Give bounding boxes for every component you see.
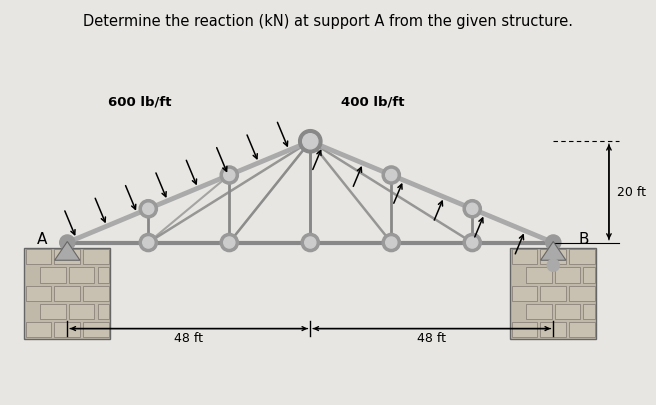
Circle shape xyxy=(224,170,235,181)
Circle shape xyxy=(386,237,397,249)
Circle shape xyxy=(382,166,400,185)
Bar xyxy=(569,286,595,301)
Circle shape xyxy=(301,133,319,151)
Circle shape xyxy=(463,200,482,218)
Polygon shape xyxy=(54,242,80,260)
Circle shape xyxy=(463,234,482,252)
Bar xyxy=(83,249,109,264)
Polygon shape xyxy=(541,242,566,260)
Circle shape xyxy=(139,234,157,252)
Text: 400 lb/ft: 400 lb/ft xyxy=(340,95,404,108)
Bar xyxy=(569,249,595,264)
Bar xyxy=(512,249,537,264)
Bar xyxy=(526,268,552,283)
Bar xyxy=(569,322,595,337)
Circle shape xyxy=(60,235,75,251)
Circle shape xyxy=(386,170,397,181)
Bar xyxy=(54,322,80,337)
Circle shape xyxy=(220,166,238,185)
Circle shape xyxy=(139,200,157,218)
Bar xyxy=(541,322,566,337)
Circle shape xyxy=(305,136,316,147)
Bar xyxy=(26,249,51,264)
Circle shape xyxy=(305,136,316,147)
Bar xyxy=(54,286,80,301)
Circle shape xyxy=(382,234,400,252)
Bar xyxy=(98,268,109,283)
Circle shape xyxy=(143,237,154,249)
Bar xyxy=(555,268,581,283)
Bar xyxy=(83,286,109,301)
Text: 48 ft: 48 ft xyxy=(417,331,446,344)
Circle shape xyxy=(301,234,319,252)
Bar xyxy=(541,249,566,264)
Circle shape xyxy=(301,133,319,151)
Bar xyxy=(69,268,94,283)
Circle shape xyxy=(466,237,478,249)
Text: A: A xyxy=(37,231,47,246)
Circle shape xyxy=(143,204,154,215)
Circle shape xyxy=(224,237,235,249)
Text: 600 lb/ft: 600 lb/ft xyxy=(108,95,171,108)
Circle shape xyxy=(546,235,561,251)
Circle shape xyxy=(298,130,322,153)
Circle shape xyxy=(305,237,316,249)
Bar xyxy=(26,286,51,301)
Text: Determine the reaction (kN) at support A from the given structure.: Determine the reaction (kN) at support A… xyxy=(83,14,573,29)
Bar xyxy=(510,248,596,339)
Bar xyxy=(512,322,537,337)
Bar xyxy=(83,322,109,337)
Circle shape xyxy=(220,234,238,252)
Bar xyxy=(512,286,537,301)
Bar xyxy=(583,304,595,319)
Bar xyxy=(98,304,109,319)
Bar xyxy=(583,268,595,283)
Circle shape xyxy=(547,260,560,272)
Bar xyxy=(526,304,552,319)
Text: 20 ft: 20 ft xyxy=(617,186,646,199)
Bar xyxy=(40,268,66,283)
Text: B: B xyxy=(579,231,589,246)
Bar xyxy=(54,249,80,264)
Bar xyxy=(40,304,66,319)
Bar xyxy=(26,322,51,337)
Circle shape xyxy=(466,204,478,215)
Text: 48 ft: 48 ft xyxy=(174,331,203,344)
Bar xyxy=(541,286,566,301)
Bar xyxy=(69,304,94,319)
Bar xyxy=(24,248,110,339)
Circle shape xyxy=(302,134,318,149)
Bar xyxy=(555,304,581,319)
